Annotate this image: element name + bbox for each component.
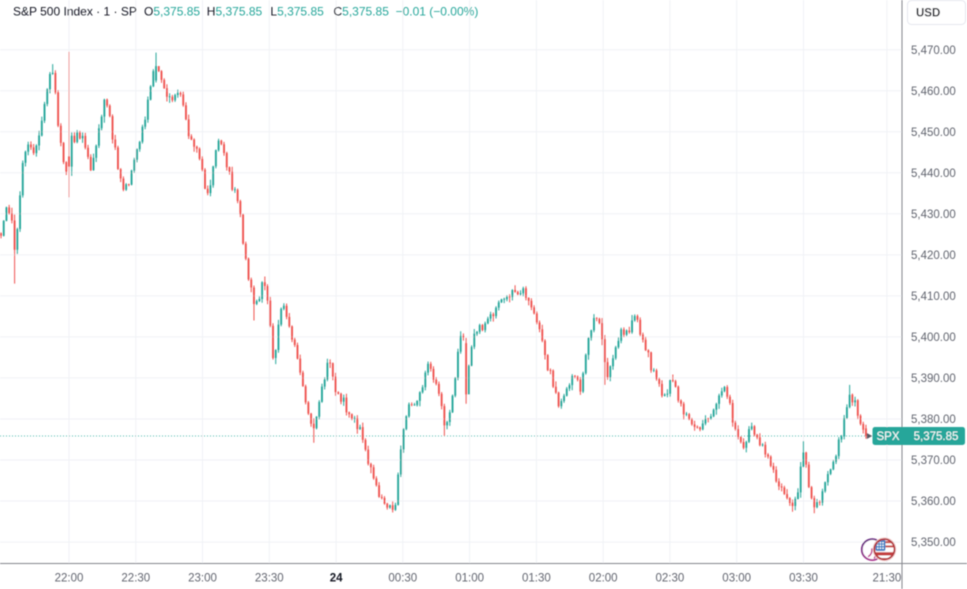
svg-text:5,360.00: 5,360.00	[911, 496, 956, 508]
svg-text:−0.01 (−0.00%): −0.01 (−0.00%)	[396, 5, 479, 19]
svg-text:C5,375.85: C5,375.85	[334, 5, 390, 19]
svg-text:S&P 500 Index · 1 · SP: S&P 500 Index · 1 · SP	[13, 5, 137, 19]
svg-text:24: 24	[330, 573, 343, 585]
svg-text:5,380.00: 5,380.00	[911, 414, 956, 426]
svg-text:5,400.00: 5,400.00	[911, 332, 956, 344]
svg-text:5,390.00: 5,390.00	[911, 373, 956, 385]
svg-text:5,370.00: 5,370.00	[911, 455, 956, 467]
svg-text:23:30: 23:30	[255, 573, 284, 585]
svg-text:H5,375.85: H5,375.85	[207, 5, 263, 19]
svg-text:5,450.00: 5,450.00	[911, 127, 956, 139]
svg-text:00:30: 00:30	[388, 573, 417, 585]
svg-text:5,350.00: 5,350.00	[911, 537, 956, 549]
svg-text:03:30: 03:30	[789, 573, 818, 585]
svg-text:5,440.00: 5,440.00	[911, 168, 956, 180]
svg-text:22:30: 22:30	[121, 573, 150, 585]
svg-text:23:00: 23:00	[188, 573, 217, 585]
svg-text:O5,375.85: O5,375.85	[144, 5, 200, 19]
svg-text:5,430.00: 5,430.00	[911, 209, 956, 221]
svg-text:5,470.00: 5,470.00	[911, 45, 956, 57]
svg-text:5,420.00: 5,420.00	[911, 250, 956, 262]
svg-text:03:00: 03:00	[722, 573, 751, 585]
svg-text:01:00: 01:00	[455, 573, 484, 585]
svg-text:5,375.85: 5,375.85	[914, 431, 959, 443]
svg-text:5,460.00: 5,460.00	[911, 86, 956, 98]
svg-text:02:00: 02:00	[589, 573, 618, 585]
svg-text:SPX: SPX	[876, 431, 899, 443]
svg-text:01:30: 01:30	[522, 573, 551, 585]
svg-text:02:30: 02:30	[656, 573, 685, 585]
svg-text:5,410.00: 5,410.00	[911, 291, 956, 303]
svg-text:22:00: 22:00	[55, 573, 84, 585]
svg-text:L5,375.85: L5,375.85	[270, 5, 324, 19]
svg-text:USD: USD	[916, 8, 940, 20]
svg-text:21:30: 21:30	[873, 573, 902, 585]
